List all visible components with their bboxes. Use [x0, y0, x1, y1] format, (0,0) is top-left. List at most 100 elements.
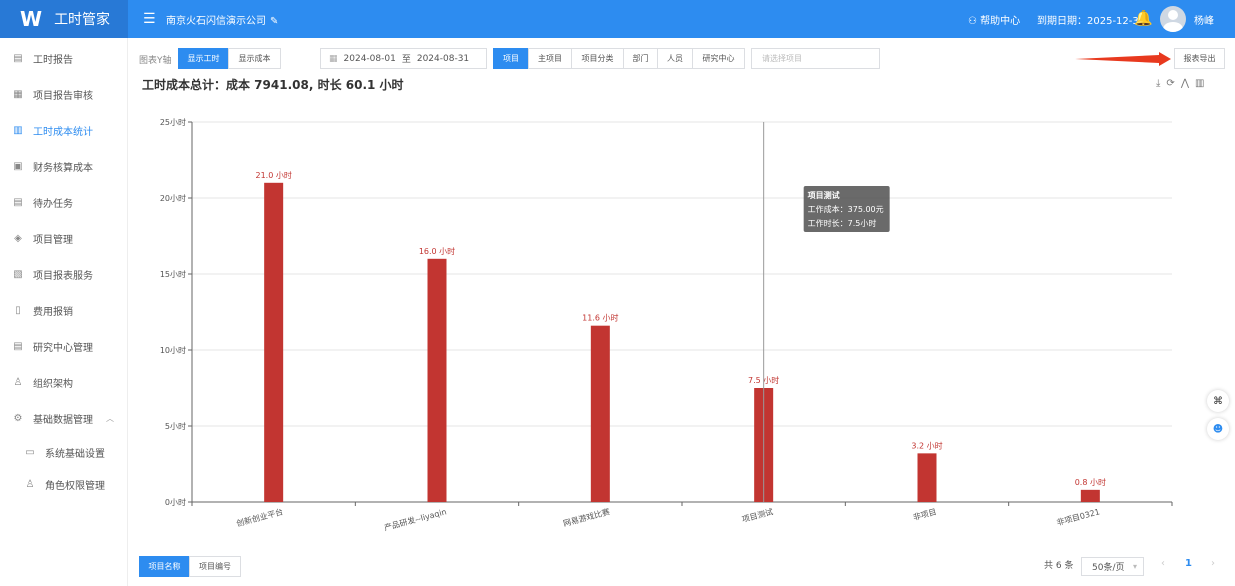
- dim-person-button[interactable]: 人员: [657, 48, 693, 69]
- bar-data-label: 21.0 小时: [255, 170, 291, 180]
- sidebar-item-role[interactable]: ♙ 角色权限管理: [0, 466, 128, 502]
- sidebar-item-todo[interactable]: ▤ 待办任务: [0, 184, 128, 220]
- dim-main-project-button[interactable]: 主项目: [528, 48, 572, 69]
- help-label: 帮助中心: [980, 16, 1021, 27]
- bar: [427, 258, 447, 502]
- report-icon: ▤: [13, 52, 23, 64]
- calendar-icon: ▦: [329, 53, 338, 64]
- bar: [590, 325, 610, 502]
- bar-data-label: 3.2 小时: [911, 440, 942, 450]
- chart-icon: ▥: [13, 124, 23, 136]
- sidebar-item-expense[interactable]: ▯ 费用报销: [0, 292, 128, 328]
- audit-icon: ▦: [13, 88, 23, 100]
- line-chart-icon[interactable]: ⋀: [1180, 78, 1190, 89]
- sidebar-item-label: 角色权限管理: [45, 480, 105, 492]
- page-size-select[interactable]: 50条/页 ▾: [1081, 557, 1144, 576]
- x-category-label: 非项目0321: [1055, 506, 1100, 527]
- project-select[interactable]: 请选择项目: [751, 48, 880, 69]
- sidebar-item-label: 待办任务: [33, 198, 73, 210]
- dim-project-button[interactable]: 项目: [493, 48, 529, 69]
- sidebar-item-project-audit[interactable]: ▦ 项目报告审核: [0, 76, 128, 112]
- x-category-label: 产品研发--liyaqin: [383, 506, 448, 532]
- tooltip-cost: 工作成本：375.00元: [808, 204, 884, 214]
- layers-icon: ◈: [14, 232, 22, 244]
- todo-icon: ▤: [13, 196, 23, 208]
- tab-project-name[interactable]: 项目名称: [139, 556, 190, 577]
- avatar[interactable]: [1160, 6, 1186, 32]
- bar: [1080, 489, 1100, 502]
- user-help-icon: ⚇: [968, 16, 977, 27]
- company-name[interactable]: 南京火石闪信演示公司 ✎: [166, 12, 278, 27]
- y-tick-label: 0小时: [165, 497, 186, 507]
- arrow-annotation: [1075, 52, 1171, 66]
- tooltip-box: [803, 186, 890, 232]
- date-start: 2024-08-01: [343, 53, 396, 64]
- chevron-down-icon: ▾: [1132, 562, 1137, 571]
- date-end: 2024-08-31: [416, 53, 470, 64]
- sidebar-item-project-manage[interactable]: ◈ 项目管理: [0, 220, 128, 256]
- expire-date: 到期日期：2025-12-31: [1037, 16, 1146, 27]
- bar: [917, 453, 937, 502]
- sidebar-item-research-center[interactable]: ▤ 研究中心管理: [0, 328, 128, 364]
- download-icon[interactable]: ⤓: [1156, 78, 1161, 89]
- sidebar-item-label: 基础数据管理: [33, 414, 93, 426]
- bar-chart-icon[interactable]: ▥: [1195, 78, 1205, 89]
- x-category-label: 网易游戏比赛: [562, 506, 611, 528]
- pagination-total: 共 6 条: [1044, 561, 1074, 571]
- bar-data-label: 11.6 小时: [582, 313, 618, 323]
- company-label: 南京火石闪信演示公司: [166, 16, 266, 27]
- page-size-value: 50条/页: [1092, 563, 1125, 573]
- sidebar-item-finance[interactable]: ▣ 财务核算成本: [0, 148, 128, 184]
- next-page-button[interactable]: ›: [1211, 558, 1215, 569]
- dim-category-button[interactable]: 项目分类: [571, 48, 624, 69]
- table-icon: ▧: [13, 268, 23, 280]
- tooltip-title: 项目测试: [808, 190, 840, 200]
- top-bar: W 工时管家 ☰ 南京火石闪信演示公司 ✎ ⚇ 帮助中心 到期日期：2025-12…: [0, 0, 1235, 38]
- show-hours-button[interactable]: 显示工时: [178, 48, 229, 69]
- finance-icon: ▣: [13, 160, 23, 172]
- username[interactable]: 杨峰: [1194, 16, 1214, 27]
- chat-bot-icon[interactable]: ☻: [1207, 418, 1229, 440]
- current-page[interactable]: 1: [1185, 558, 1192, 569]
- dim-research-center-button[interactable]: 研究中心: [692, 48, 745, 69]
- cost-summary-title: 工时成本总计：成本 7941.08, 时长 60.1 小时: [142, 78, 404, 92]
- show-cost-button[interactable]: 显示成本: [228, 48, 281, 69]
- dim-department-button[interactable]: 部门: [623, 48, 658, 69]
- sidebar-item-work-report[interactable]: ▤ 工时报告: [0, 40, 128, 76]
- sidebar-item-system-settings[interactable]: ▭ 系统基础设置: [0, 434, 128, 470]
- sidebar-item-label: 项目管理: [33, 234, 73, 246]
- app-title: 工时管家: [54, 12, 111, 28]
- tab-project-code[interactable]: 项目编号: [189, 556, 241, 577]
- prev-page-button[interactable]: ‹: [1161, 558, 1165, 569]
- sidebar-item-label: 工时成本统计: [33, 126, 93, 138]
- sidebar-item-cost-stats[interactable]: ▥ 工时成本统计: [0, 112, 128, 148]
- sidebar-item-report-service[interactable]: ▧ 项目报表服务: [0, 256, 128, 292]
- chevron-up-icon: ︿: [106, 413, 114, 423]
- settings-icon: ⚙: [13, 412, 23, 424]
- sidebar-item-label: 组织架构: [33, 378, 73, 390]
- org-icon: ♙: [13, 376, 23, 388]
- sidebar-item-base-data[interactable]: ⚙ 基础数据管理 ︿: [0, 400, 128, 436]
- center-icon: ▤: [13, 340, 23, 352]
- yaxis-toggle-label: 图表Y轴: [139, 56, 172, 66]
- x-category-label: 项目测试: [741, 506, 774, 524]
- refresh-icon[interactable]: ⟳: [1166, 78, 1175, 89]
- y-tick-label: 15小时: [160, 269, 186, 279]
- date-range-picker[interactable]: ▦ 2024-08-01 至 2024-08-31: [320, 48, 487, 69]
- sidebar-item-label: 系统基础设置: [45, 448, 105, 460]
- y-tick-label: 5小时: [165, 421, 186, 431]
- y-tick-label: 20小时: [160, 193, 186, 203]
- export-button[interactable]: 报表导出: [1174, 48, 1225, 69]
- receipt-icon: ▯: [15, 304, 21, 316]
- sidebar-item-label: 项目报表服务: [33, 270, 93, 282]
- menu-icon[interactable]: ☰: [143, 11, 156, 27]
- system-icon: ▭: [25, 446, 35, 458]
- sidebar-item-label: 研究中心管理: [33, 342, 93, 354]
- edit-icon[interactable]: ✎: [270, 16, 279, 27]
- bell-icon[interactable]: 🔔: [1134, 9, 1153, 27]
- grid-apps-icon[interactable]: ⌘: [1207, 390, 1229, 412]
- help-center-link[interactable]: ⚇ 帮助中心: [968, 12, 1020, 27]
- x-category-label: 非项目: [912, 506, 938, 522]
- sidebar-item-org[interactable]: ♙ 组织架构: [0, 364, 128, 400]
